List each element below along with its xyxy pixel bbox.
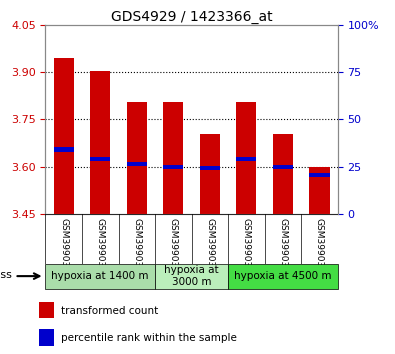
Text: transformed count: transformed count xyxy=(61,306,158,316)
Text: GSM399031: GSM399031 xyxy=(59,218,68,273)
Bar xyxy=(127,102,147,214)
Bar xyxy=(228,264,338,289)
Bar xyxy=(236,157,256,161)
Bar xyxy=(54,58,74,214)
Bar xyxy=(90,70,110,214)
Text: stress: stress xyxy=(0,270,13,280)
Text: GSM399033: GSM399033 xyxy=(132,218,141,273)
Text: GSM399032: GSM399032 xyxy=(96,218,105,273)
Bar xyxy=(309,167,329,214)
Bar xyxy=(39,329,54,346)
Text: hypoxia at 1400 m: hypoxia at 1400 m xyxy=(51,271,149,281)
Text: percentile rank within the sample: percentile rank within the sample xyxy=(61,333,237,343)
Bar xyxy=(273,134,293,214)
Bar xyxy=(309,173,329,177)
Title: GDS4929 / 1423366_at: GDS4929 / 1423366_at xyxy=(111,10,273,24)
Bar xyxy=(45,264,155,289)
Bar xyxy=(127,162,147,166)
Text: hypoxia at 4500 m: hypoxia at 4500 m xyxy=(234,271,332,281)
Bar xyxy=(163,102,183,214)
Text: GSM399036: GSM399036 xyxy=(242,218,251,273)
Text: GSM399035: GSM399035 xyxy=(205,218,214,273)
Bar xyxy=(54,147,74,152)
Bar xyxy=(236,102,256,214)
Bar xyxy=(200,166,220,171)
Bar xyxy=(163,165,183,169)
Bar xyxy=(273,165,293,169)
Bar xyxy=(90,157,110,161)
Text: GSM399034: GSM399034 xyxy=(169,218,178,273)
Text: GSM399038: GSM399038 xyxy=(315,218,324,273)
Text: GSM399037: GSM399037 xyxy=(278,218,288,273)
Bar xyxy=(200,134,220,214)
Text: hypoxia at
3000 m: hypoxia at 3000 m xyxy=(164,265,219,287)
Bar xyxy=(39,302,54,318)
Bar xyxy=(155,264,228,289)
